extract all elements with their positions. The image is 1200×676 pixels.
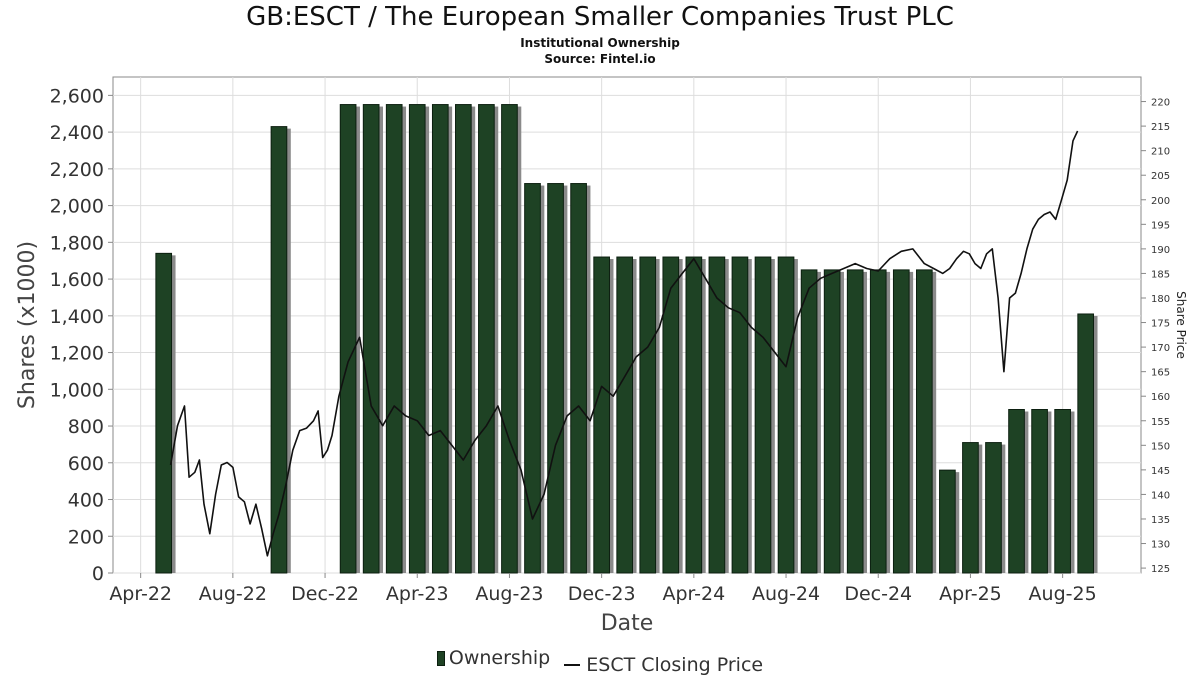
- y-tick-label: 200: [68, 526, 104, 548]
- y2-tick-label: 140: [1151, 490, 1170, 501]
- ownership-bar: [639, 256, 657, 574]
- y2-tick-label: 145: [1151, 466, 1170, 477]
- ownership-bar: [455, 104, 472, 574]
- ownership-bar: [270, 126, 288, 574]
- y2-tick-label: 160: [1151, 392, 1170, 403]
- ownership-bar: [777, 256, 795, 574]
- ownership-bar: [408, 104, 426, 574]
- y2-tick-label: 195: [1151, 220, 1170, 231]
- x-tick-label: Apr-25: [939, 583, 1002, 605]
- ownership-bar: [800, 269, 818, 574]
- ownership-bar: [155, 252, 173, 574]
- y2-tick-label: 200: [1151, 196, 1170, 207]
- ownership-bar: [939, 469, 956, 574]
- y2-tick-label: 130: [1151, 540, 1170, 551]
- y-axis-label: Shares (x1000): [15, 241, 40, 409]
- y-tick-label: 1,400: [50, 306, 104, 328]
- chart-subtitle-1: Institutional Ownership: [520, 36, 680, 50]
- ownership-bar: [1031, 409, 1048, 574]
- y2-tick-label: 220: [1151, 98, 1170, 109]
- y-tick-label: 1,600: [50, 269, 104, 291]
- y2-tick-label: 175: [1151, 319, 1170, 330]
- ownership-bar: [616, 256, 634, 574]
- x-tick-label: Apr-24: [662, 583, 725, 605]
- ownership-bar: [385, 104, 403, 574]
- ownership-bar: [1054, 409, 1071, 574]
- ownership-bar: [1008, 409, 1025, 574]
- legend-line-swatch: [564, 663, 581, 666]
- x-tick-label: Aug-23: [475, 583, 543, 605]
- y2-tick-label: 125: [1151, 564, 1170, 575]
- y-tick-label: 600: [68, 453, 104, 475]
- legend-label-price: ESCT Closing Price: [586, 653, 764, 676]
- ownership-bar: [869, 269, 887, 574]
- x-tick-label: Aug-25: [1029, 583, 1097, 605]
- y2-tick-label: 215: [1151, 122, 1170, 133]
- price-line-layer: [169, 130, 1079, 557]
- x-tick-label: Aug-24: [752, 583, 820, 605]
- legend-item-ownership: Ownership: [436, 647, 551, 669]
- ownership-bar: [662, 256, 680, 574]
- legend-bar-swatch: [436, 650, 445, 666]
- ownership-bar: [962, 442, 979, 574]
- price-line: [169, 130, 1079, 557]
- legend-item-price: ESCT Closing Price: [564, 654, 763, 676]
- ownership-bar: [731, 256, 749, 574]
- y-tick-label: 2,000: [50, 196, 104, 218]
- x-tick-label: Dec-24: [844, 583, 912, 605]
- y-tick-label: 800: [68, 416, 104, 438]
- legend-label-ownership: Ownership: [448, 647, 551, 669]
- chart-title: GB:ESCT / The European Smaller Companies…: [246, 2, 954, 32]
- ownership-bar: [478, 104, 495, 574]
- y2-axis-label: Share Price: [1174, 291, 1188, 359]
- axes: 0 200 400 600 800 1,000 1,200 1,400 1,600 1,800 2,…: [50, 85, 1171, 605]
- ownership-bar: [685, 256, 703, 574]
- x-tick-label: Apr-22: [109, 583, 172, 605]
- y-tick-label: 1,000: [50, 379, 104, 401]
- ownership-bar: [431, 104, 449, 574]
- y2-tick-label: 205: [1151, 171, 1170, 182]
- y-tick-label: 2,400: [50, 122, 104, 144]
- y2-tick-label: 155: [1151, 417, 1170, 428]
- ownership-bar: [915, 269, 933, 574]
- ownership-bar: [823, 269, 841, 574]
- ownership-bar: [754, 256, 772, 574]
- y2-tick-label: 190: [1151, 245, 1170, 256]
- y-tick-label: 0: [92, 563, 104, 585]
- ownership-bar: [846, 269, 864, 574]
- y2-tick-label: 135: [1151, 515, 1170, 526]
- x-axis-label: Date: [601, 611, 654, 636]
- ownership-bar: [892, 269, 910, 574]
- y-tick-label: 400: [68, 490, 104, 512]
- x-tick-label: Dec-22: [291, 583, 359, 605]
- ownership-bar: [339, 104, 357, 574]
- y-tick-label: 1,200: [50, 343, 104, 365]
- y-tick-label: 2,600: [50, 85, 104, 107]
- y2-tick-label: 165: [1151, 368, 1170, 379]
- x-tick-label: Apr-23: [386, 583, 449, 605]
- y2-tick-label: 170: [1151, 343, 1170, 354]
- y2-tick-label: 185: [1151, 269, 1170, 280]
- y2-tick-label: 180: [1151, 294, 1170, 305]
- x-tick-label: Dec-23: [568, 583, 636, 605]
- y-tick-label: 2,200: [50, 159, 104, 181]
- legend: Ownership ESCT Closing Price: [0, 647, 1200, 676]
- y2-tick-label: 150: [1151, 441, 1170, 452]
- chart-subtitle-2: Source: Fintel.io: [544, 52, 656, 66]
- ownership-bars: [155, 104, 1098, 574]
- ownership-bar: [547, 183, 564, 574]
- y-tick-label: 1,800: [50, 232, 104, 254]
- ownership-bar: [362, 104, 380, 574]
- ownership-bar: [524, 183, 541, 574]
- ownership-bar: [570, 183, 587, 574]
- ownership-bar: [708, 256, 726, 574]
- ownership-bar: [593, 256, 610, 574]
- ownership-bar: [501, 104, 518, 574]
- ownership-bar: [1077, 313, 1095, 574]
- ownership-bar: [985, 442, 1002, 574]
- x-tick-label: Aug-22: [199, 583, 267, 605]
- y2-tick-label: 210: [1151, 147, 1170, 158]
